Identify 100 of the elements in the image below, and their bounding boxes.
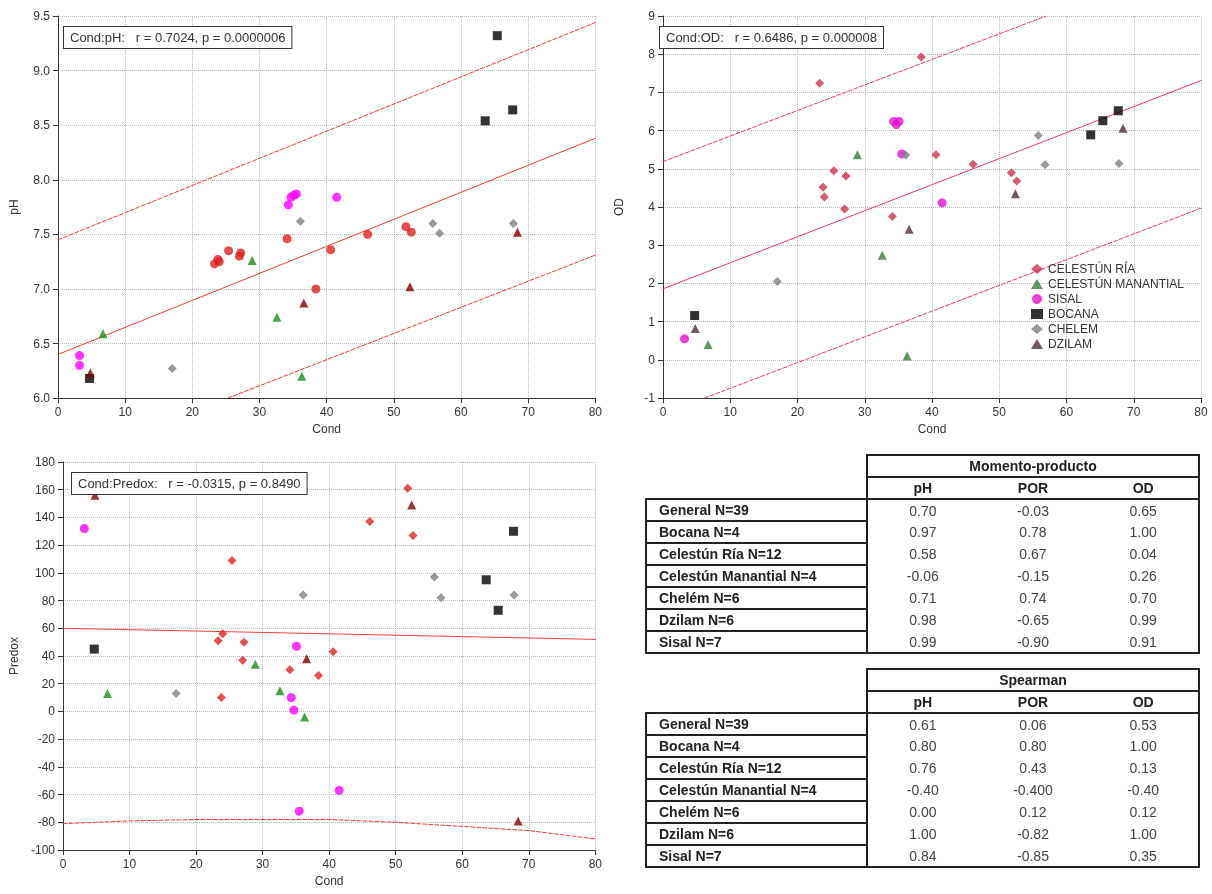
category-label: Sisal N=7 bbox=[659, 634, 722, 650]
text: 0.00 bbox=[909, 804, 937, 820]
x-tick-label: 40 bbox=[925, 405, 939, 420]
x-tick-label: 30 bbox=[252, 405, 267, 420]
category-label: General N=39 bbox=[659, 716, 749, 732]
annotation: Cond:Predox: r = -0.0315, p = 0.8490 bbox=[78, 476, 301, 491]
y-axis-title: Predox bbox=[7, 636, 22, 676]
category-label: Dzilam N=6 bbox=[659, 612, 735, 628]
y-tick-label: 8.5 bbox=[33, 118, 51, 133]
y-tick-label: 2 bbox=[648, 276, 656, 291]
y-tick-label: 0 bbox=[648, 352, 656, 367]
x-tick-label: 30 bbox=[255, 857, 270, 871]
text: Spearman bbox=[867, 669, 1199, 691]
y-tick-label: 7.0 bbox=[33, 281, 51, 296]
category-label: OD bbox=[1088, 477, 1199, 499]
y-tick-label: 160 bbox=[34, 482, 56, 497]
category-label: Celestún Ría N=12 bbox=[659, 760, 782, 776]
y-tick-label: 20 bbox=[41, 676, 56, 691]
y-tick-label: 40 bbox=[41, 649, 56, 663]
text: 1.00 bbox=[1129, 826, 1157, 842]
text: 0.53 bbox=[1129, 716, 1157, 733]
y-tick-label: 6.0 bbox=[33, 391, 51, 406]
y-tick-label: 8 bbox=[648, 47, 656, 62]
x-axis-title: Cond bbox=[312, 422, 342, 436]
text: 0.91 bbox=[1129, 633, 1157, 650]
y-tick-label: 80 bbox=[41, 593, 56, 608]
y-tick-label: 8.0 bbox=[33, 172, 51, 187]
legend-label: SISAL bbox=[1047, 292, 1083, 306]
text: -0.82 bbox=[1017, 826, 1049, 842]
category-label: Celestún Manantial N=4 bbox=[659, 782, 817, 798]
text: 1.00 bbox=[1129, 738, 1157, 754]
y-tick-label: 3 bbox=[648, 238, 656, 253]
x-tick-label: 0 bbox=[59, 857, 67, 871]
x-tick-label: 10 bbox=[723, 405, 738, 420]
text: -0.15 bbox=[1017, 568, 1049, 584]
y-tick-label: 140 bbox=[34, 510, 56, 525]
y-tick-label: 100 bbox=[34, 565, 56, 580]
annotation: Cond:OD: r = 0.6486, p = 0.000008 bbox=[666, 30, 878, 45]
text: Momento-producto bbox=[867, 455, 1199, 477]
category-label: Sisal N=7 bbox=[659, 848, 722, 864]
text: 0.43 bbox=[1019, 760, 1047, 776]
y-tick-label: 9.5 bbox=[33, 9, 51, 23]
x-tick-label: 10 bbox=[118, 405, 133, 420]
text: 0.12 bbox=[1129, 804, 1157, 820]
x-tick-label: 80 bbox=[588, 405, 603, 420]
x-tick-label: 0 bbox=[659, 405, 667, 420]
y-tick-label: -20 bbox=[37, 732, 56, 747]
text: -0.40 bbox=[906, 782, 939, 798]
x-tick-label: 70 bbox=[522, 857, 536, 871]
text: 0.98 bbox=[909, 612, 937, 628]
text: 0.84 bbox=[909, 847, 937, 864]
y-tick-label: 9 bbox=[648, 9, 656, 23]
text: 0.65 bbox=[1129, 502, 1157, 519]
text: 0.74 bbox=[1019, 590, 1047, 606]
x-tick-label: 20 bbox=[185, 405, 200, 420]
legend-label: CHELEM bbox=[1047, 322, 1098, 336]
x-tick-label: 10 bbox=[122, 857, 137, 871]
y-tick-label: 6.5 bbox=[33, 336, 51, 351]
category-label: Bocana N=4 bbox=[659, 524, 740, 540]
legend-label: BOCANA bbox=[1047, 307, 1099, 321]
x-tick-label: 80 bbox=[1194, 405, 1208, 420]
text: 0.26 bbox=[1129, 568, 1157, 584]
text: 0.61 bbox=[909, 716, 937, 733]
x-tick-label: 50 bbox=[387, 405, 401, 420]
y-tick-label: 5 bbox=[648, 161, 656, 176]
text: 1.00 bbox=[909, 826, 937, 842]
text: 0.67 bbox=[1019, 546, 1047, 562]
text: 0.80 bbox=[909, 738, 937, 754]
text: -0.06 bbox=[906, 568, 939, 584]
legend-label: CELESTÚN RÍA bbox=[1047, 261, 1136, 276]
text: -0.90 bbox=[1017, 633, 1049, 650]
text: -0.400 bbox=[1013, 782, 1053, 798]
category-label: pH bbox=[867, 691, 978, 713]
text: 0.06 bbox=[1019, 716, 1047, 733]
category-label: Dzilam N=6 bbox=[659, 826, 735, 842]
y-tick-label: -40 bbox=[37, 759, 56, 774]
category-label: POR bbox=[977, 691, 1089, 713]
text: 0.78 bbox=[1019, 524, 1047, 540]
text: 0.99 bbox=[1129, 612, 1157, 628]
y-tick-label: 0 bbox=[48, 704, 56, 719]
x-tick-label: 70 bbox=[1127, 405, 1141, 420]
legend-label: DZILAM bbox=[1047, 337, 1092, 351]
text: -0.65 bbox=[1017, 612, 1049, 628]
y-axis-title: pH bbox=[7, 199, 21, 215]
x-tick-label: 60 bbox=[1059, 405, 1074, 420]
x-tick-label: 60 bbox=[454, 405, 468, 420]
x-tick-label: 20 bbox=[790, 405, 805, 420]
x-tick-label: 80 bbox=[588, 857, 603, 871]
category-label: POR bbox=[977, 477, 1089, 499]
y-tick-label: -1 bbox=[644, 391, 656, 406]
category-label: Chelém N=6 bbox=[659, 590, 740, 606]
y-tick-label: 1 bbox=[648, 314, 656, 329]
text: 0.70 bbox=[1129, 590, 1157, 606]
text: 0.97 bbox=[909, 524, 937, 540]
text: 0.99 bbox=[909, 633, 937, 650]
y-axis-title: OD bbox=[612, 197, 626, 217]
x-tick-label: 40 bbox=[322, 857, 337, 871]
category-label: pH bbox=[867, 477, 978, 499]
text: 0.58 bbox=[909, 546, 937, 562]
y-tick-label: 180 bbox=[34, 455, 56, 469]
